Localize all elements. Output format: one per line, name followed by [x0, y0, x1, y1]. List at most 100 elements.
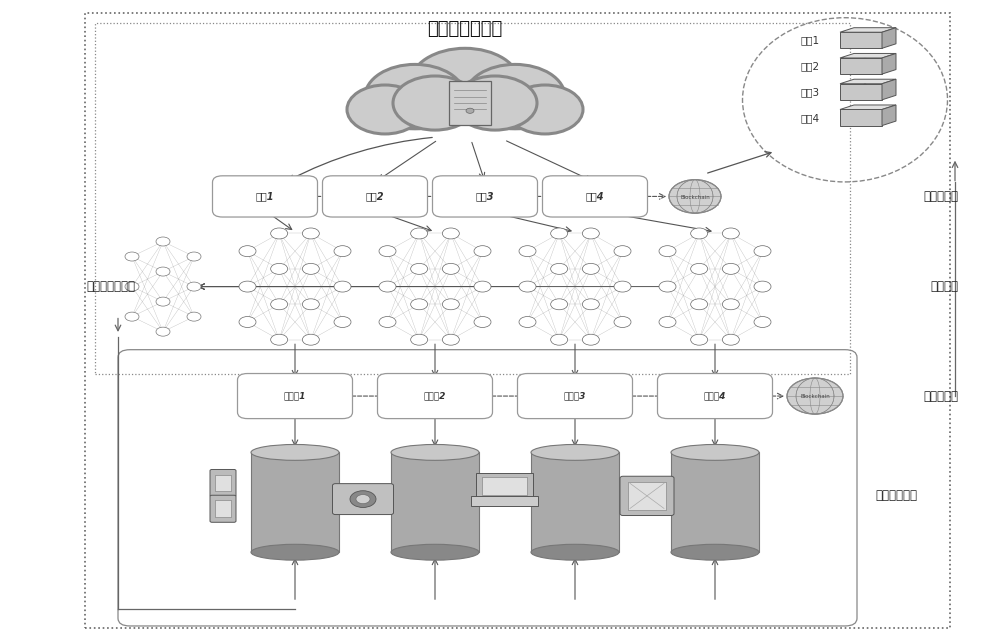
Circle shape: [239, 281, 256, 292]
Circle shape: [582, 263, 599, 274]
Circle shape: [356, 495, 370, 504]
Circle shape: [271, 228, 288, 239]
Circle shape: [302, 299, 319, 310]
Polygon shape: [840, 84, 882, 100]
Text: 聚合并更新模型: 聚合并更新模型: [86, 280, 135, 293]
Circle shape: [474, 281, 491, 292]
Circle shape: [411, 334, 428, 345]
Text: 交易1: 交易1: [256, 191, 274, 202]
Ellipse shape: [671, 544, 759, 560]
Polygon shape: [840, 53, 896, 58]
Text: 区块2: 区块2: [801, 61, 820, 71]
Circle shape: [302, 263, 319, 274]
Ellipse shape: [531, 544, 619, 560]
Ellipse shape: [251, 544, 339, 560]
Circle shape: [722, 263, 739, 274]
Circle shape: [334, 281, 351, 292]
Circle shape: [754, 281, 771, 292]
Text: 区块1: 区块1: [801, 35, 820, 46]
Text: 交易区块链: 交易区块链: [923, 190, 958, 203]
Circle shape: [271, 263, 288, 274]
Circle shape: [302, 334, 319, 345]
Circle shape: [187, 282, 201, 291]
Text: 信用值1: 信用值1: [284, 392, 306, 401]
Circle shape: [411, 263, 428, 274]
FancyBboxPatch shape: [620, 477, 674, 515]
Text: 区块3: 区块3: [801, 87, 820, 97]
Circle shape: [582, 228, 599, 239]
Circle shape: [787, 378, 843, 414]
Polygon shape: [840, 109, 882, 126]
FancyBboxPatch shape: [215, 500, 231, 517]
Circle shape: [271, 299, 288, 310]
Circle shape: [582, 334, 599, 345]
Text: 群智感知节点: 群智感知节点: [875, 489, 917, 502]
Circle shape: [302, 228, 319, 239]
Circle shape: [442, 299, 459, 310]
Circle shape: [614, 281, 631, 292]
Circle shape: [393, 76, 477, 130]
Circle shape: [156, 237, 170, 246]
Circle shape: [582, 299, 599, 310]
Circle shape: [466, 108, 474, 113]
FancyBboxPatch shape: [251, 452, 339, 552]
Circle shape: [187, 252, 201, 261]
Circle shape: [691, 263, 708, 274]
Circle shape: [239, 317, 256, 327]
FancyBboxPatch shape: [432, 176, 538, 217]
FancyBboxPatch shape: [378, 374, 492, 419]
Circle shape: [334, 317, 351, 327]
Ellipse shape: [391, 444, 479, 460]
Circle shape: [187, 312, 201, 321]
Circle shape: [551, 299, 568, 310]
Text: 群智感知中心方: 群智感知中心方: [427, 20, 503, 38]
Circle shape: [125, 252, 139, 261]
Text: 交易4: 交易4: [586, 191, 604, 202]
Text: 交易3: 交易3: [476, 191, 494, 202]
Circle shape: [507, 85, 583, 134]
Polygon shape: [840, 105, 896, 109]
Text: 本地模型: 本地模型: [930, 280, 958, 293]
Circle shape: [691, 228, 708, 239]
FancyBboxPatch shape: [671, 452, 759, 552]
Text: 区块4: 区块4: [801, 113, 820, 123]
Circle shape: [125, 282, 139, 291]
FancyBboxPatch shape: [391, 452, 479, 552]
Polygon shape: [840, 32, 882, 48]
Text: 交易2: 交易2: [366, 191, 384, 202]
FancyBboxPatch shape: [531, 452, 619, 552]
Circle shape: [347, 85, 423, 134]
FancyBboxPatch shape: [628, 482, 666, 510]
Polygon shape: [882, 79, 896, 100]
FancyBboxPatch shape: [215, 475, 231, 491]
Circle shape: [754, 317, 771, 327]
Circle shape: [691, 334, 708, 345]
Circle shape: [614, 317, 631, 327]
Circle shape: [519, 317, 536, 327]
Circle shape: [465, 64, 565, 129]
Ellipse shape: [531, 444, 619, 460]
Polygon shape: [840, 79, 896, 84]
Polygon shape: [882, 53, 896, 74]
Ellipse shape: [391, 544, 479, 560]
Text: 信用值2: 信用值2: [424, 392, 446, 401]
Circle shape: [156, 327, 170, 336]
Circle shape: [365, 64, 465, 129]
Circle shape: [691, 299, 708, 310]
Text: 信用值4: 信用值4: [704, 392, 726, 401]
Text: 信用区块链: 信用区块链: [923, 390, 958, 402]
Circle shape: [156, 297, 170, 306]
Circle shape: [669, 180, 721, 213]
Circle shape: [411, 299, 428, 310]
Circle shape: [410, 48, 520, 119]
Text: Blockchain: Blockchain: [800, 394, 830, 399]
Polygon shape: [840, 58, 882, 74]
FancyBboxPatch shape: [449, 81, 491, 126]
Circle shape: [722, 228, 739, 239]
Circle shape: [551, 228, 568, 239]
FancyBboxPatch shape: [210, 469, 236, 497]
Ellipse shape: [671, 444, 759, 460]
FancyBboxPatch shape: [542, 176, 648, 217]
Circle shape: [659, 317, 676, 327]
Circle shape: [271, 334, 288, 345]
